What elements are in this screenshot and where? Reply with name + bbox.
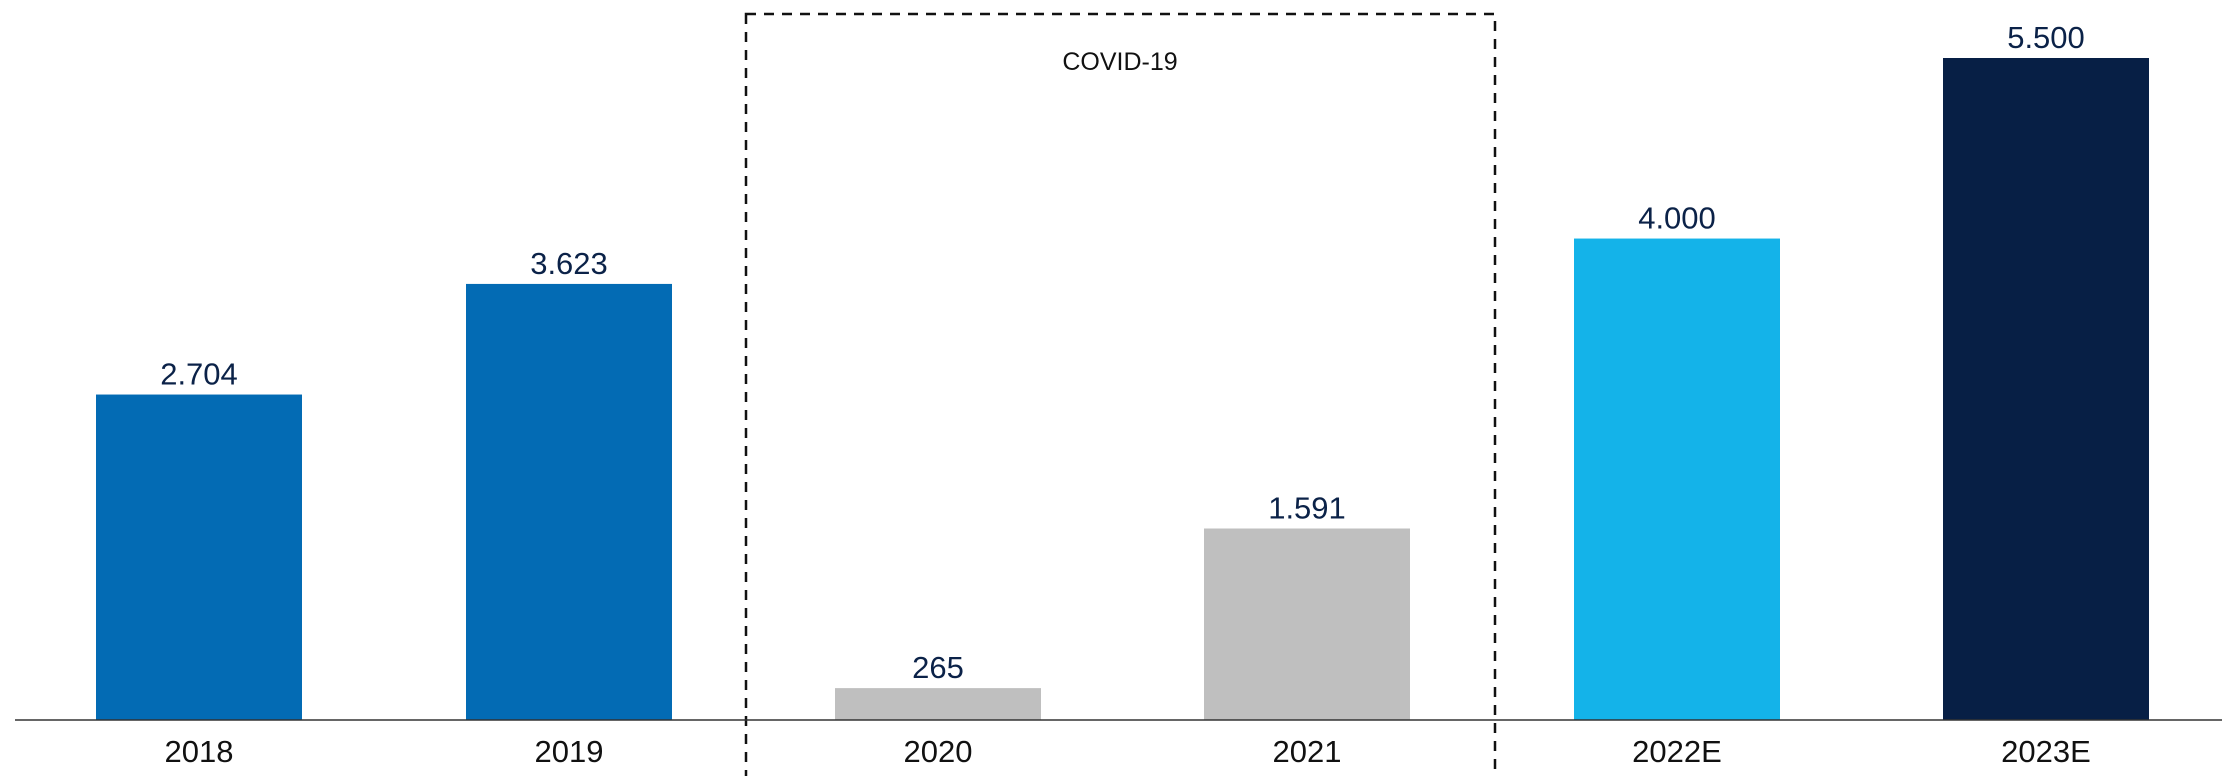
bar-2018 <box>96 394 302 720</box>
value-label-2019: 3.623 <box>530 246 608 281</box>
covid-highlight-box: COVID-19 <box>744 12 1497 776</box>
bar-2020 <box>835 688 1041 720</box>
value-label-2018: 2.704 <box>160 357 238 392</box>
x-tick-label-2023e: 2023E <box>2001 734 2091 769</box>
x-tick-label-2021: 2021 <box>1273 734 1342 769</box>
x-tick-label-2019: 2019 <box>535 734 604 769</box>
value-label-2020: 265 <box>912 650 964 685</box>
covid-annotation-label: COVID-19 <box>1062 48 1177 76</box>
bar-2021 <box>1204 528 1410 720</box>
bar-2022e <box>1574 238 1780 720</box>
bars <box>96 58 2149 720</box>
value-label-2023e: 5.500 <box>2007 20 2085 55</box>
x-tick-label-2018: 2018 <box>165 734 234 769</box>
bar-2023e <box>1943 58 2149 720</box>
value-label-2022e: 4.000 <box>1638 201 1716 236</box>
value-label-2021: 1.591 <box>1268 491 1346 526</box>
value-labels: 2.704 3.623 265 1.591 4.000 5.500 <box>160 20 2085 685</box>
covid-dashed-box <box>744 12 1497 776</box>
x-tick-label-2020: 2020 <box>904 734 973 769</box>
bar-2019 <box>466 283 672 720</box>
x-tick-label-2022e: 2022E <box>1632 734 1722 769</box>
x-axis-tick-labels: 2018 2019 2020 2021 2022E 2023E <box>165 734 2091 769</box>
